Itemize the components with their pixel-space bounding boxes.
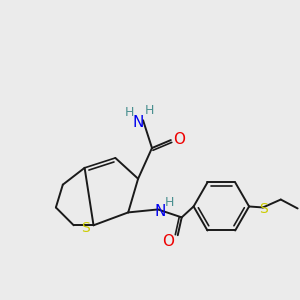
Text: N: N bbox=[154, 204, 166, 219]
Text: H: H bbox=[165, 196, 175, 209]
Text: H: H bbox=[124, 106, 134, 119]
Text: S: S bbox=[260, 202, 268, 216]
Text: H: H bbox=[144, 104, 154, 117]
Text: S: S bbox=[81, 221, 90, 235]
Text: O: O bbox=[173, 132, 185, 147]
Text: O: O bbox=[162, 234, 174, 249]
Text: N: N bbox=[132, 115, 144, 130]
